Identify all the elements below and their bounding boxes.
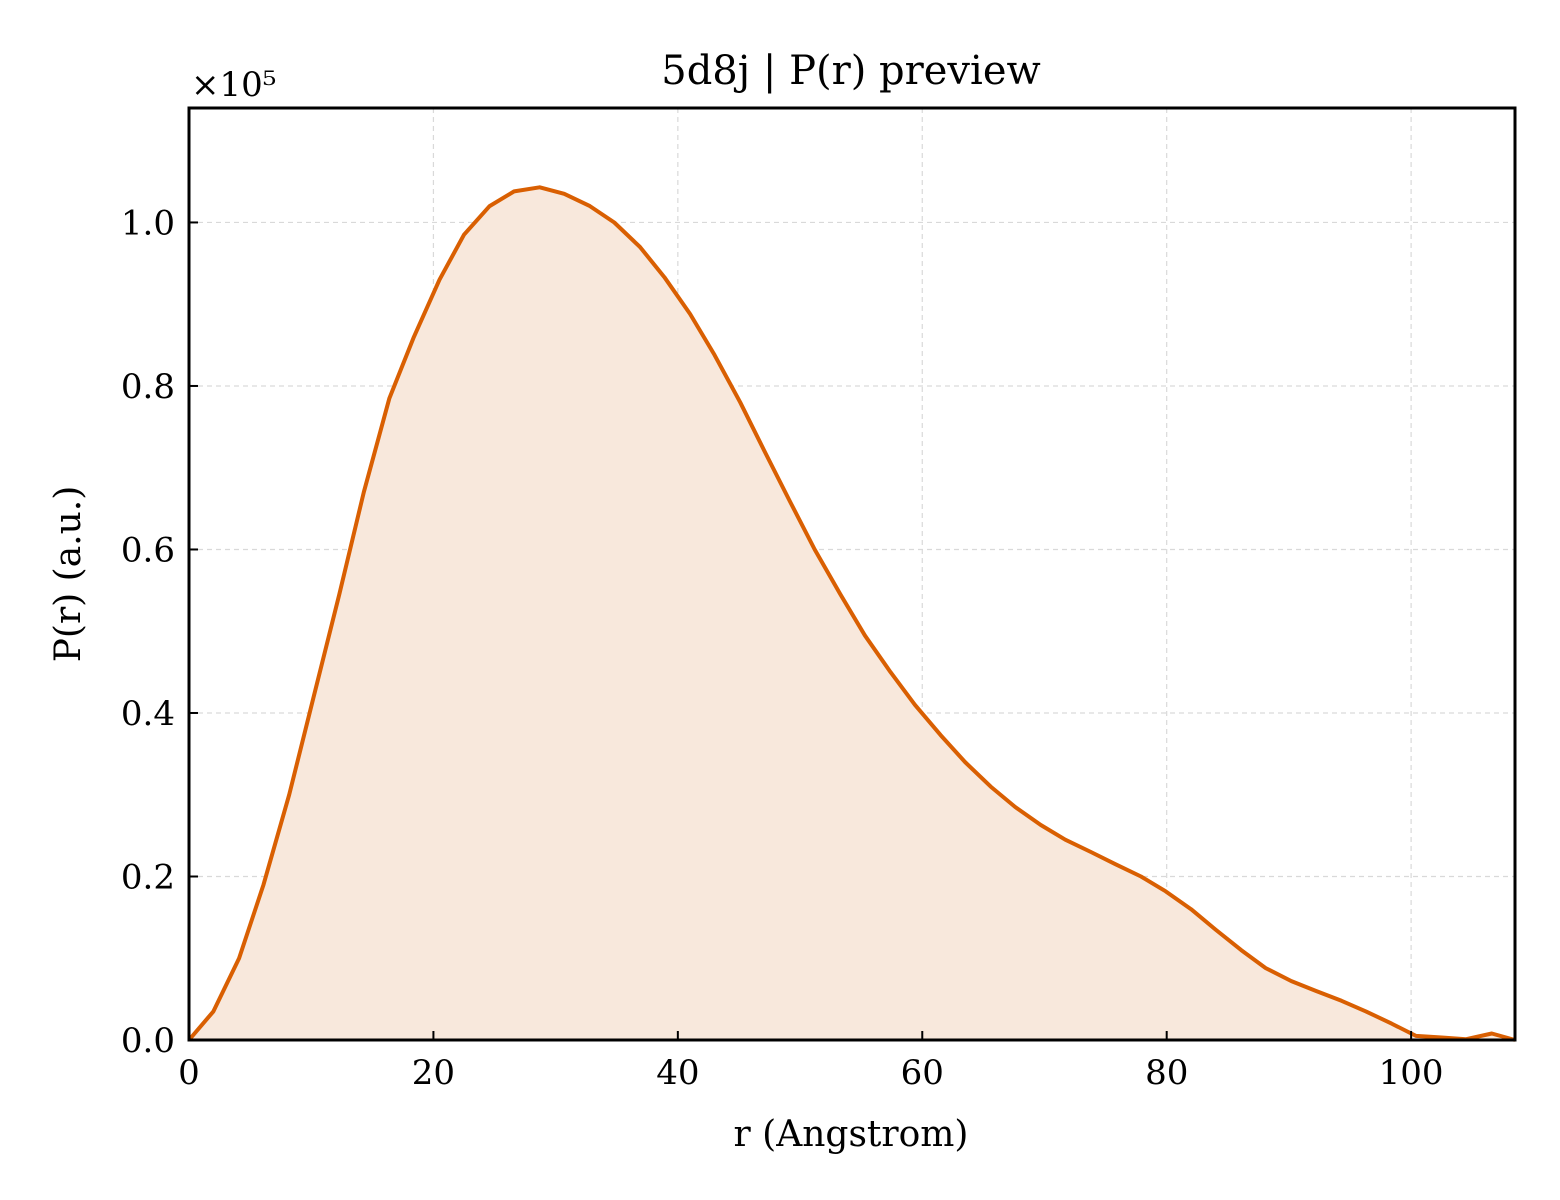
x-tick-label: 60 — [901, 1053, 944, 1093]
y-axis-label: P(r) (a.u.) — [48, 486, 89, 663]
x-tick-label: 40 — [656, 1053, 699, 1093]
y-tick-label: 0.0 — [121, 1021, 175, 1061]
y-tick-label: 0.4 — [121, 694, 175, 734]
x-tick-label: 100 — [1379, 1053, 1444, 1093]
axis-ticks: 0 20 40 60 80 100 0.0 0.2 0.4 0.6 0.8 1.0 — [121, 203, 1444, 1093]
x-axis-label: r (Angstrom) — [734, 1114, 969, 1155]
chart-title: 5d8j | P(r) preview — [661, 48, 1040, 94]
x-tick-label: 80 — [1145, 1053, 1188, 1093]
y-multiplier-label: ×10⁵ — [191, 65, 276, 105]
pr-area-fill — [189, 187, 1515, 1041]
plot-frame — [187, 106, 1517, 1042]
x-tick-label: 20 — [412, 1053, 455, 1093]
y-tick-label: 1.0 — [121, 203, 175, 243]
pr-series-line — [187, 185, 1516, 1042]
x-tick-label: 0 — [178, 1053, 200, 1093]
y-tick-label: 0.2 — [121, 857, 175, 897]
y-tick-label: 0.8 — [121, 367, 175, 407]
y-tick-label: 0.6 — [121, 530, 175, 570]
